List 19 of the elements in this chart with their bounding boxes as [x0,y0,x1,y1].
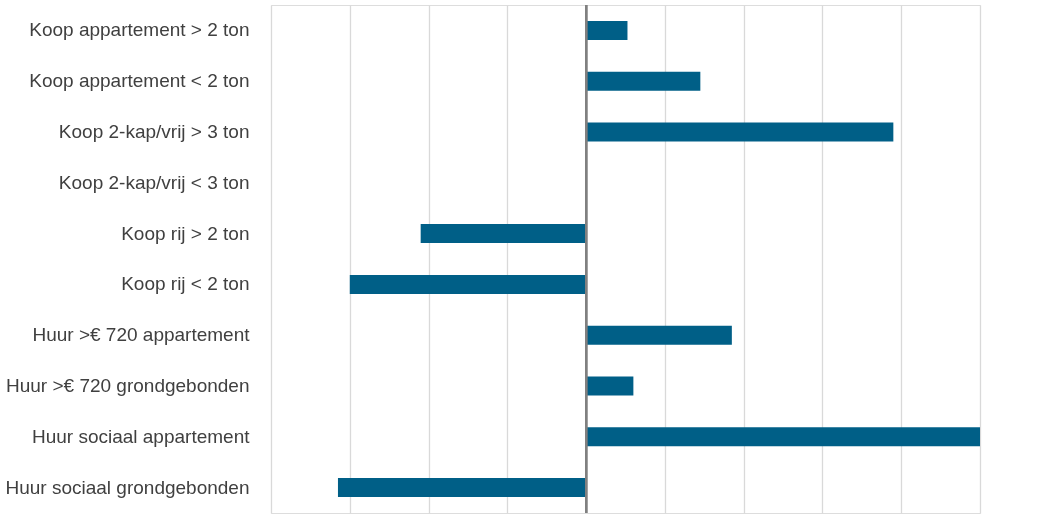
y-tick-label: Huur sociaal appartement [31,425,251,447]
y-tick-label: Koop appartement > 2 ton [29,19,250,41]
bar [586,376,634,396]
y-tick-label: Huur sociaal grondgebonden [5,476,250,498]
bar [349,274,587,294]
y-tick-label: Koop 2-kap/vrij < 3 ton [58,171,250,193]
bar [586,71,701,91]
y-tick-label: Koop rij < 2 ton [121,273,250,295]
y-tick-label: Koop appartement < 2 ton [29,70,250,92]
bar [586,122,894,142]
bar [337,478,587,498]
y-tick-label: Huur >€ 720 appartement [32,324,251,346]
bar [586,20,628,40]
y-tick-label: Huur >€ 720 grondgebonden [5,375,250,396]
bar [586,325,732,345]
y-tick-label: Koop 2-kap/vrij > 3 ton [58,121,250,142]
bar [586,427,980,447]
bar [420,224,587,244]
y-tick-label: Koop rij > 2 ton [121,222,250,244]
